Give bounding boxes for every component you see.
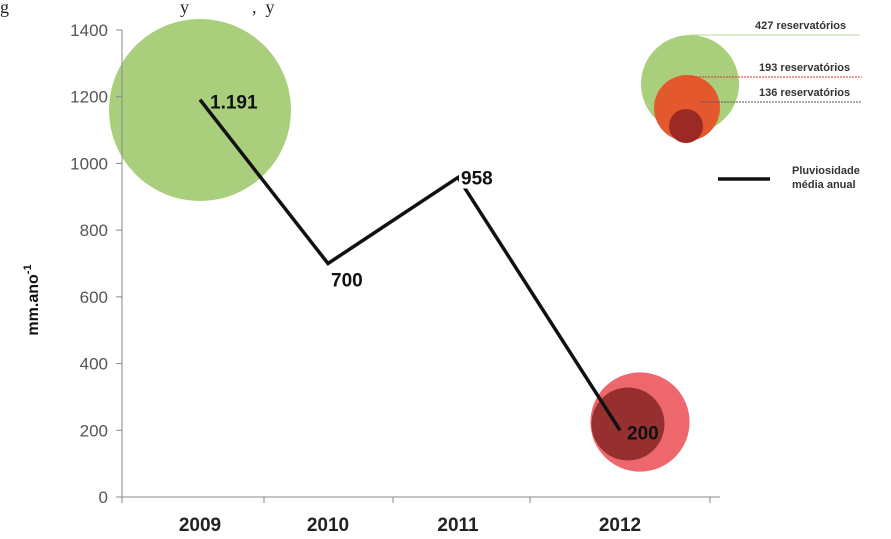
y-axis-label-superscript: -1 — [22, 264, 34, 274]
x-tick-label: 2012 — [599, 515, 641, 536]
data-label-2009: 1.191 — [210, 93, 258, 114]
cropped-header-text: g y , y — [0, 0, 275, 17]
y-tick-label: 0 — [99, 488, 108, 507]
x-tick-label: 2009 — [179, 515, 221, 536]
y-tick-label: 1400 — [70, 21, 108, 40]
data-label-2012: 200 — [627, 423, 659, 444]
legend: 427 reservatórios 193 reservatórios 136 … — [641, 20, 862, 191]
x-tick-label: 2010 — [307, 515, 349, 536]
data-label-bg — [329, 268, 369, 291]
legend-line-label-1: Pluviosidade — [792, 165, 860, 177]
legend-bubble-small — [669, 109, 703, 143]
data-labels: 1.191 700 958 200 — [210, 93, 659, 445]
x-tick-label: 2011 — [437, 515, 479, 536]
y-axis-ticks: 0 200 400 600 800 1000 1200 1400 — [70, 21, 122, 507]
bubble-2012-136 — [591, 387, 665, 461]
y-tick-label: 200 — [80, 421, 108, 440]
y-tick-label: 600 — [80, 288, 108, 307]
data-label-2011: 958 — [461, 168, 493, 189]
axes — [121, 30, 720, 498]
y-tick-label: 800 — [80, 221, 108, 240]
legend-entry-136: 136 reservatórios — [759, 87, 850, 99]
legend-entry-427: 427 reservatórios — [755, 20, 846, 32]
bubble-2009-427 — [109, 19, 291, 201]
y-tick-label: 1200 — [70, 88, 108, 107]
x-axis-ticks: 2009 2010 2011 2012 — [121, 497, 711, 536]
data-label-2010: 700 — [331, 271, 363, 292]
legend-entry-193: 193 reservatórios — [759, 62, 850, 74]
rainfall-series-line — [198, 98, 622, 432]
y-axis-label: mm.ano-1 — [22, 264, 42, 335]
data-label-bg — [459, 166, 504, 189]
y-tick-label: 400 — [80, 355, 108, 374]
y-tick-label: 1000 — [70, 154, 108, 173]
y-axis-label-main: mm.ano — [25, 274, 42, 336]
legend-line-label-2: média anual — [792, 179, 856, 191]
